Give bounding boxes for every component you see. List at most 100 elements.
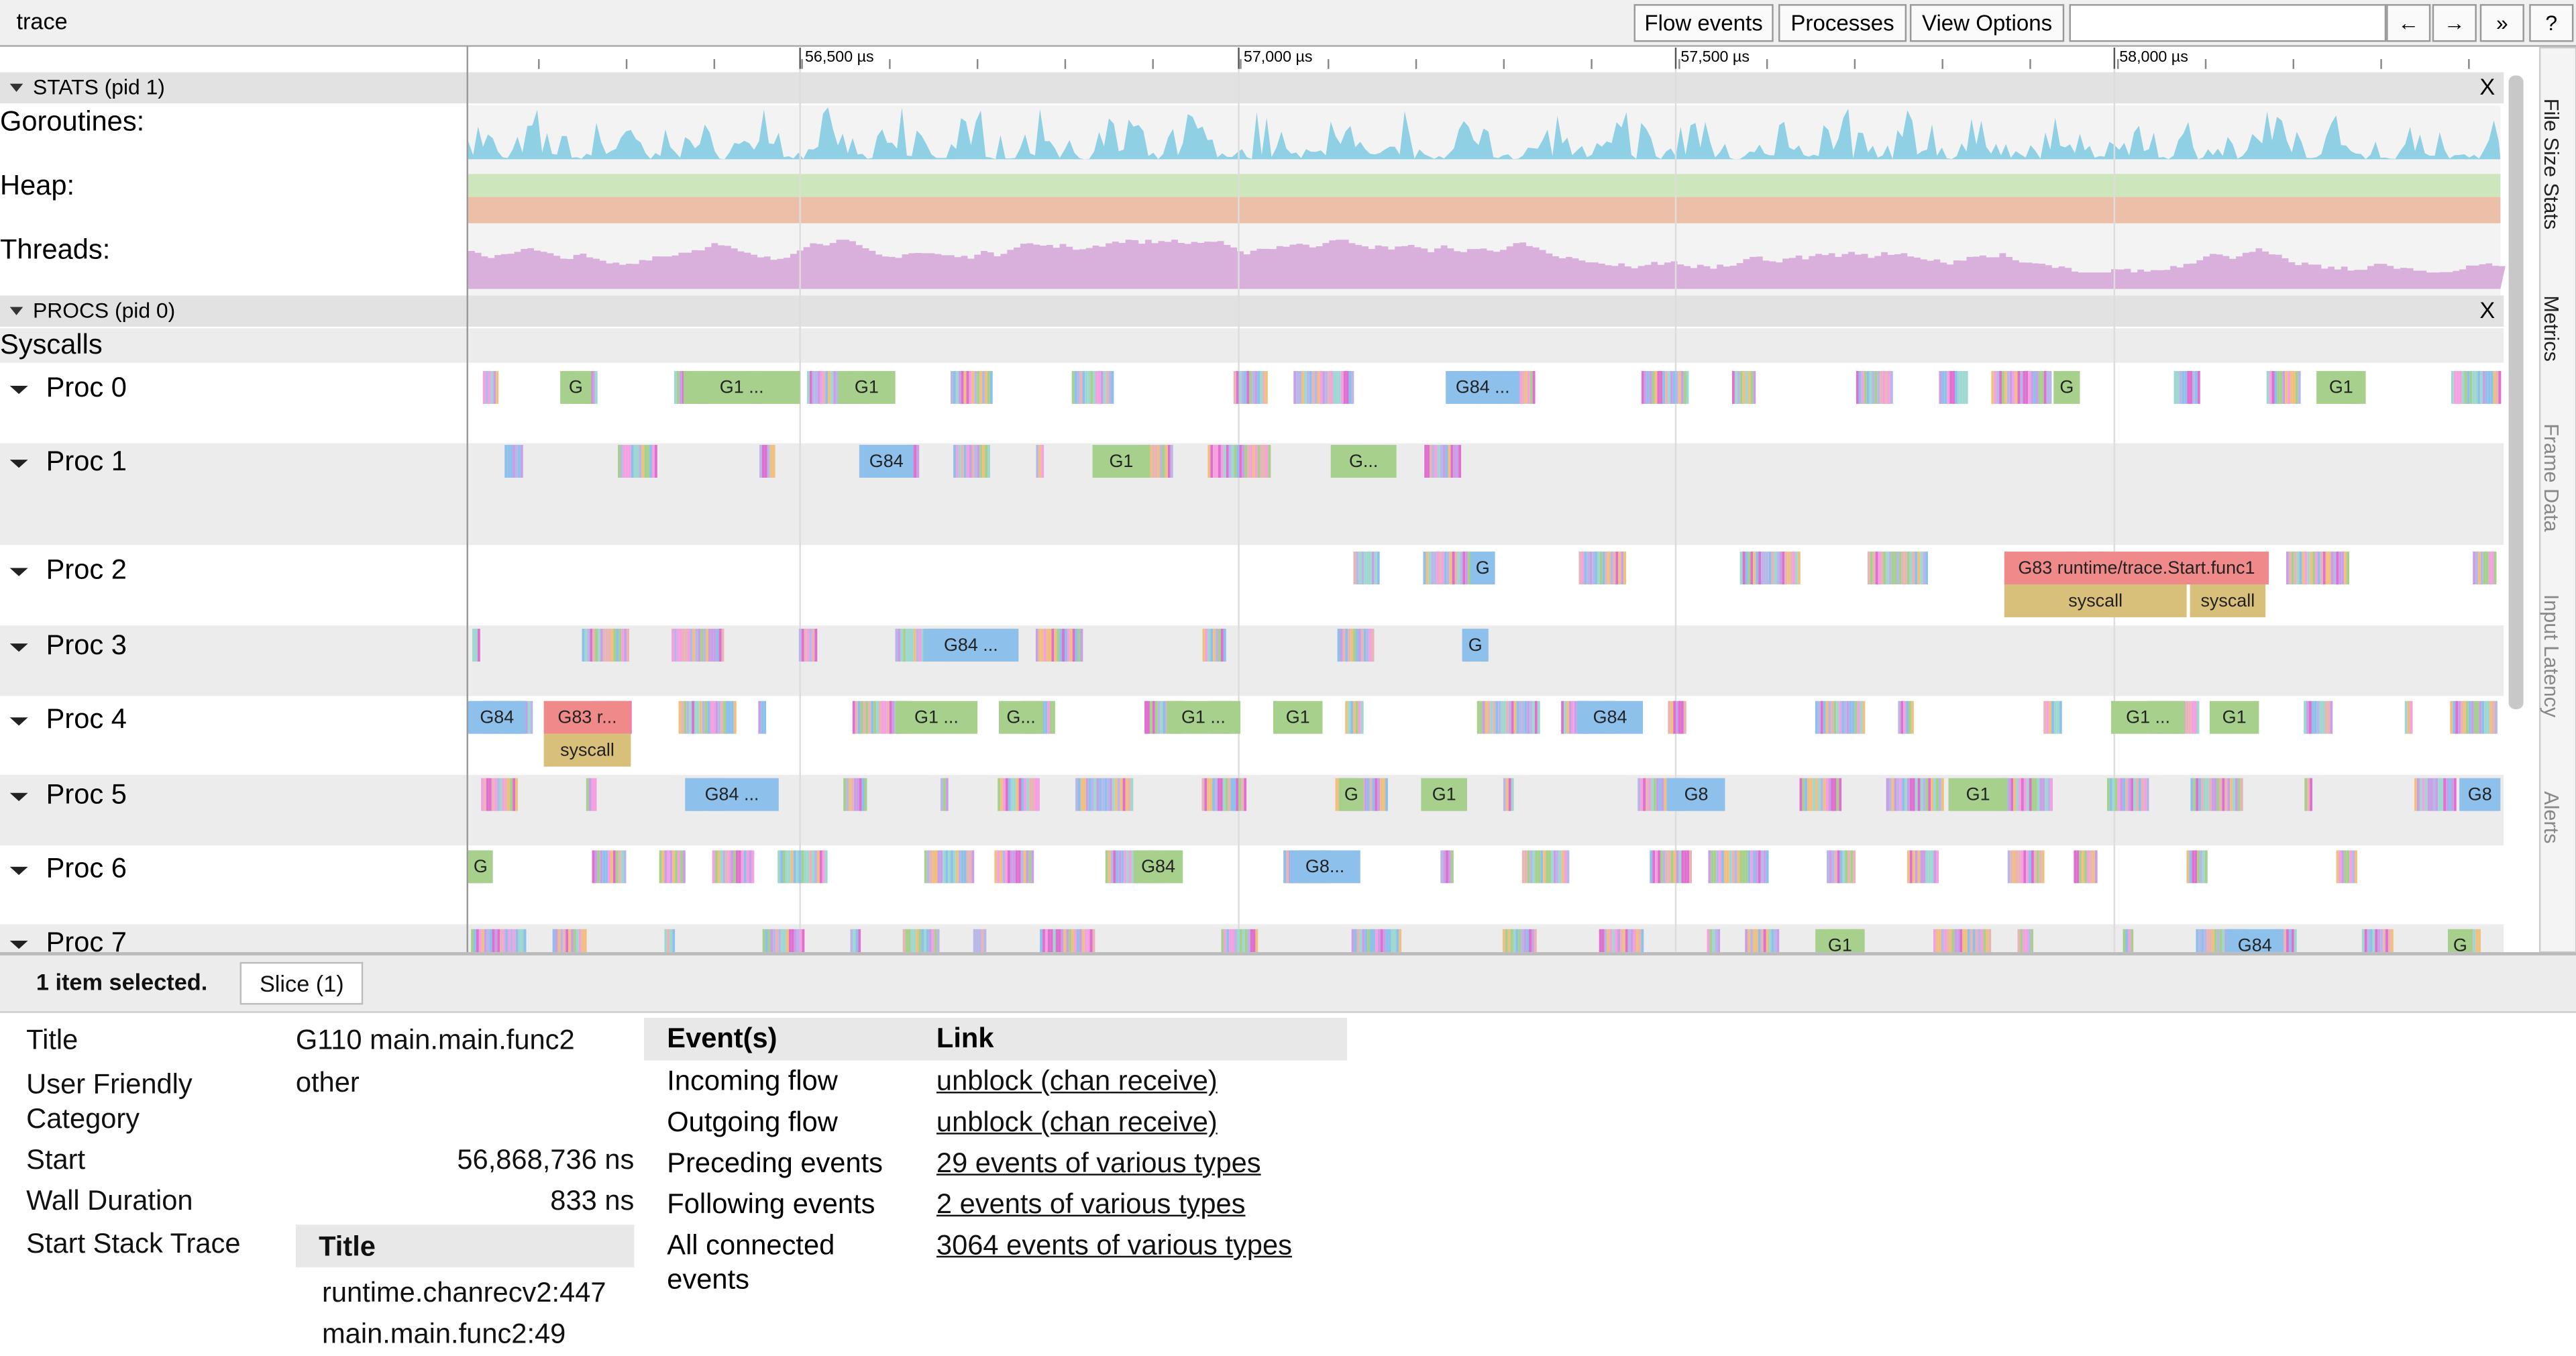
slice-label[interactable]: G84 xyxy=(1141,856,1175,876)
slice-label[interactable]: G1 xyxy=(2222,707,2247,727)
slice-label[interactable]: G84 xyxy=(480,707,514,727)
slice-label[interactable]: G1 xyxy=(1966,784,1990,804)
button-label[interactable]: Flow events xyxy=(1644,11,1762,36)
nav-label[interactable]: » xyxy=(2496,11,2508,35)
expand-arrow[interactable] xyxy=(9,307,23,315)
slice-label[interactable]: G1 xyxy=(2329,377,2353,397)
slice-label[interactable]: G1 ... xyxy=(2126,707,2170,727)
nav-label[interactable]: ? xyxy=(2545,11,2557,35)
slice[interactable] xyxy=(1092,445,1150,478)
slice-label[interactable]: G84 xyxy=(869,451,904,471)
slice[interactable] xyxy=(998,700,1044,734)
button-label[interactable]: Processes xyxy=(1790,11,1894,36)
event-link[interactable]: unblock (chan receive) xyxy=(936,1065,1218,1097)
side-tab[interactable]: Frame Data xyxy=(2540,423,2563,531)
expand-arrow[interactable] xyxy=(9,83,23,93)
slice[interactable] xyxy=(2209,700,2259,734)
nav-label[interactable]: ← xyxy=(2398,11,2419,35)
slice[interactable] xyxy=(1273,700,1323,734)
slice-label[interactable]: G83 runtime/trace.Start.func1 xyxy=(2018,558,2255,578)
slice[interactable] xyxy=(1948,778,2008,811)
slice[interactable] xyxy=(1133,850,1183,884)
slice-label[interactable]: G xyxy=(1476,558,1490,578)
slice[interactable] xyxy=(560,370,592,404)
slice[interactable] xyxy=(685,778,779,811)
slice-label[interactable]: G xyxy=(1468,635,1483,655)
slice[interactable] xyxy=(2448,929,2473,953)
slice[interactable] xyxy=(2459,778,2501,811)
slice-label[interactable]: G84 xyxy=(2238,935,2272,952)
slice[interactable] xyxy=(1470,552,1495,585)
slice[interactable] xyxy=(1421,778,1467,811)
slice[interactable] xyxy=(1577,700,1643,734)
slice-label[interactable]: G xyxy=(2453,935,2467,952)
slice-label[interactable]: G xyxy=(1344,784,1358,804)
nav-button[interactable] xyxy=(2432,4,2477,42)
slice-label[interactable]: G84 ... xyxy=(944,635,998,655)
side-tab[interactable]: File Size Stats xyxy=(2540,99,2563,229)
slice-label[interactable]: G1 xyxy=(1286,707,1310,727)
slice[interactable] xyxy=(1667,778,1725,811)
nav-button[interactable] xyxy=(2479,4,2524,42)
nav-label[interactable]: → xyxy=(2444,11,2465,35)
side-tab[interactable]: Metrics xyxy=(2540,295,2563,361)
slice[interactable] xyxy=(1338,778,1364,811)
toolbar-button[interactable] xyxy=(1633,4,1774,42)
slice[interactable] xyxy=(1289,850,1360,884)
slice[interactable] xyxy=(683,370,800,404)
slice[interactable] xyxy=(2004,552,2269,585)
toolbar-button[interactable] xyxy=(1778,4,1907,42)
slice-label[interactable]: G1 ... xyxy=(1181,707,1226,727)
slice-label[interactable]: G xyxy=(569,377,583,397)
slice-label[interactable]: G83 r... xyxy=(557,707,616,727)
event-link[interactable]: 2 events of various types xyxy=(936,1188,1246,1220)
slice[interactable] xyxy=(895,700,978,734)
expand-arrow[interactable] xyxy=(9,385,28,395)
slice-label[interactable]: G xyxy=(474,856,488,876)
slice-tab[interactable]: Slice (1) xyxy=(239,961,364,1005)
side-tab[interactable]: Input Latency xyxy=(2540,594,2563,718)
syscall-slice[interactable] xyxy=(2004,584,2187,617)
slice-label[interactable]: G8... xyxy=(1305,856,1344,876)
slice[interactable] xyxy=(1815,929,1865,953)
slice-label[interactable]: G8 xyxy=(2468,784,2492,804)
expand-arrow[interactable] xyxy=(9,643,28,652)
toolbar-button[interactable] xyxy=(1909,4,2065,42)
slice-label[interactable]: G84 ... xyxy=(1456,377,1510,397)
slice[interactable] xyxy=(468,700,526,734)
slice-label[interactable]: G8 xyxy=(1684,784,1709,804)
event-link[interactable]: 3064 events of various types xyxy=(936,1229,1292,1261)
section-close[interactable]: X xyxy=(2479,74,2495,100)
slice[interactable] xyxy=(1330,445,1397,478)
expand-arrow[interactable] xyxy=(9,460,28,468)
expand-arrow[interactable] xyxy=(9,717,28,726)
section-close[interactable]: X xyxy=(2479,298,2495,323)
slice-label[interactable]: syscall xyxy=(2200,590,2255,611)
slice[interactable] xyxy=(468,850,493,884)
slice-label[interactable]: G xyxy=(2059,377,2074,397)
event-link[interactable]: 29 events of various types xyxy=(936,1147,1261,1179)
slice[interactable] xyxy=(543,700,631,734)
slice-label[interactable]: G1 ... xyxy=(720,377,764,397)
search-box[interactable] xyxy=(2069,4,2387,42)
slice-label[interactable]: G1 xyxy=(1828,935,1852,952)
slice-label[interactable]: G84 ... xyxy=(705,784,759,804)
slice[interactable] xyxy=(923,629,1019,662)
expand-arrow[interactable] xyxy=(9,792,28,801)
slice[interactable] xyxy=(859,445,914,478)
slice-label[interactable]: G... xyxy=(1349,451,1378,471)
slice[interactable] xyxy=(1166,700,1240,734)
slice-label[interactable]: syscall xyxy=(2068,590,2123,611)
slice-label[interactable]: G... xyxy=(1006,707,1035,727)
slice[interactable] xyxy=(2053,370,2080,404)
slice[interactable] xyxy=(1446,370,1520,404)
expand-arrow[interactable] xyxy=(9,866,28,876)
slice-label[interactable]: G1 ... xyxy=(914,707,959,727)
slice[interactable] xyxy=(2226,929,2284,953)
slice[interactable] xyxy=(2110,700,2186,734)
slice-label[interactable]: syscall xyxy=(560,739,614,760)
expand-arrow[interactable] xyxy=(9,568,28,576)
syscall-slice[interactable] xyxy=(2190,584,2266,617)
slice-label[interactable]: G84 xyxy=(1593,707,1627,727)
slice[interactable] xyxy=(1462,629,1489,662)
